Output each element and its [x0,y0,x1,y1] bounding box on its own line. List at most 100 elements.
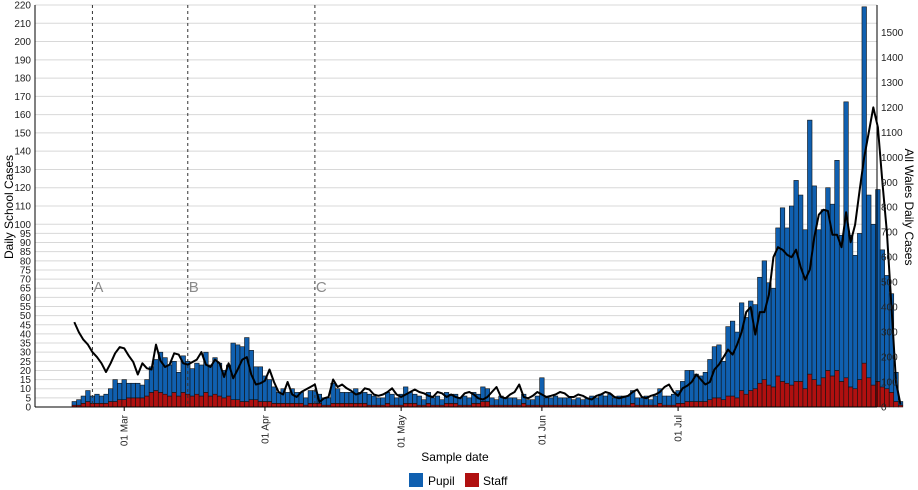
legend-label-staff: Staff [483,474,508,488]
bar-pupil [462,395,468,406]
bar-staff [335,403,341,408]
bar-pupil [98,395,105,404]
y2-tick-label: 100 [881,378,898,389]
wales-line [73,106,902,405]
bar-staff [816,384,822,408]
bar-staff [861,362,867,408]
bar-pupil [303,397,309,406]
bar-staff [230,399,236,408]
bar-staff [121,399,127,408]
bar-pupil [94,393,100,404]
bar-pupil [339,392,345,404]
bar-staff [875,381,881,408]
bar-pupil [366,393,372,406]
bar-pupil [725,326,731,397]
y-tick-label: 25 [20,357,32,368]
bar-pupil [412,393,418,404]
bar-pupil [557,397,563,406]
y-tick-label: 65 [20,284,32,295]
bar-staff [157,392,164,408]
y2-tick-label: 1400 [881,53,904,64]
bar-staff [135,397,141,408]
bar-pupil [439,399,445,406]
bar-pupil [307,390,313,404]
bar-staff [766,384,772,408]
y-tick-label: 110 [15,202,31,213]
bar-pupil [757,276,763,384]
bar-pupil [593,397,599,406]
y-tick-label: 210 [14,19,31,30]
bar-pupil [384,392,391,404]
bar-staff [239,401,245,408]
bar-pupil [784,227,790,384]
bar-pupil [625,395,631,406]
bar-staff [407,403,413,408]
y-tick-label: 100 [14,220,31,231]
y-tick-label: 60 [20,293,32,304]
y-tick-label: 20 [20,366,32,377]
bar-staff [257,401,263,408]
bar-staff [443,403,450,408]
bar-staff [802,388,808,408]
bar-staff [829,375,836,408]
bar-staff [893,401,899,408]
bar-pupil [539,377,545,406]
x-tick-label: 01 Mar [120,414,131,446]
bar-staff [852,388,858,408]
bar-staff [630,403,636,408]
bar-staff [180,392,186,408]
bar-pupil [153,359,159,391]
bar-staff [275,403,282,408]
bar-staff [384,403,391,408]
bar-pupil [575,397,581,406]
bar-pupil [562,397,568,406]
bar-pupil [834,160,840,371]
bar-staff [226,395,232,408]
bar-pupil [793,180,799,382]
bar-pupil [371,395,377,406]
y2-tick-label: 500 [881,278,898,289]
bar-pupil [752,304,758,390]
bar-staff [761,379,767,408]
bar-pupil [807,119,813,375]
bar-pupil [729,320,736,397]
bar-pupil [103,393,109,404]
bar-pupil [761,260,767,380]
y-tick-label: 30 [20,348,32,359]
y2-tick-label: 1200 [881,103,904,114]
bar-pupil [779,207,786,382]
y2-tick-label: 200 [881,353,898,364]
y-tick-label: 200 [14,37,31,48]
bar-pupil [375,397,382,406]
bar-pupil [852,255,858,390]
bar-pupil [811,185,817,380]
bar-pupil [548,397,554,406]
x-tick-labels: 01 Mar 01 Apr 01 May 01 Jun 01 Jul [120,407,685,448]
bar-staff [271,403,277,408]
bar-pupil [126,382,132,399]
y-tick-label: 90 [20,238,32,249]
bar-pupil [516,399,522,406]
y-axis-title: Daily School Cases [2,155,16,259]
y-tick-label: 5 [25,393,31,404]
bar-staff [112,401,118,408]
y2-tick-label: 1000 [881,153,904,164]
bars [71,6,904,408]
bar-pupil [534,395,540,406]
y-tick-label: 160 [14,110,31,121]
bar-staff [725,395,731,408]
y-tick-label: 45 [20,320,32,331]
y2-tick-label: 1300 [881,78,904,89]
bar-staff [298,403,304,408]
y-tick-label: 15 [20,375,32,386]
bar-pupil [85,390,91,402]
bar-pupil [861,6,867,364]
bar-staff [716,397,722,408]
bar-pupil [416,395,422,406]
bar-pupil [816,229,822,386]
bar-pupil [552,395,559,406]
bar-pupil [171,361,177,393]
bar-staff [888,392,895,408]
bar-staff [203,392,209,408]
y-tick-label: 35 [20,339,32,350]
